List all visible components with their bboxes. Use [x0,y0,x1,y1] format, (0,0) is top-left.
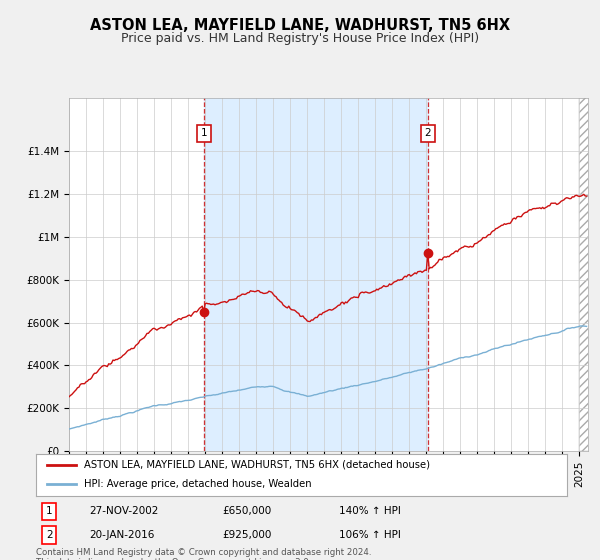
Text: 20-JAN-2016: 20-JAN-2016 [89,530,154,540]
Text: 140% ↑ HPI: 140% ↑ HPI [338,506,401,516]
Text: 106% ↑ HPI: 106% ↑ HPI [338,530,401,540]
Text: £925,000: £925,000 [222,530,271,540]
Text: 1: 1 [200,128,207,138]
Text: £650,000: £650,000 [222,506,271,516]
Text: 27-NOV-2002: 27-NOV-2002 [89,506,158,516]
Bar [204,98,428,451]
Text: ASTON LEA, MAYFIELD LANE, WADHURST, TN5 6HX: ASTON LEA, MAYFIELD LANE, WADHURST, TN5 … [90,18,510,33]
Text: 2: 2 [424,128,431,138]
Text: 2: 2 [46,530,53,540]
Text: HPI: Average price, detached house, Wealden: HPI: Average price, detached house, Weal… [84,479,311,489]
Text: Price paid vs. HM Land Registry's House Price Index (HPI): Price paid vs. HM Land Registry's House … [121,32,479,45]
Bar [580,98,600,451]
Text: Contains HM Land Registry data © Crown copyright and database right 2024.
This d: Contains HM Land Registry data © Crown c… [36,548,371,560]
Text: 1: 1 [46,506,53,516]
Text: ASTON LEA, MAYFIELD LANE, WADHURST, TN5 6HX (detached house): ASTON LEA, MAYFIELD LANE, WADHURST, TN5 … [84,460,430,470]
